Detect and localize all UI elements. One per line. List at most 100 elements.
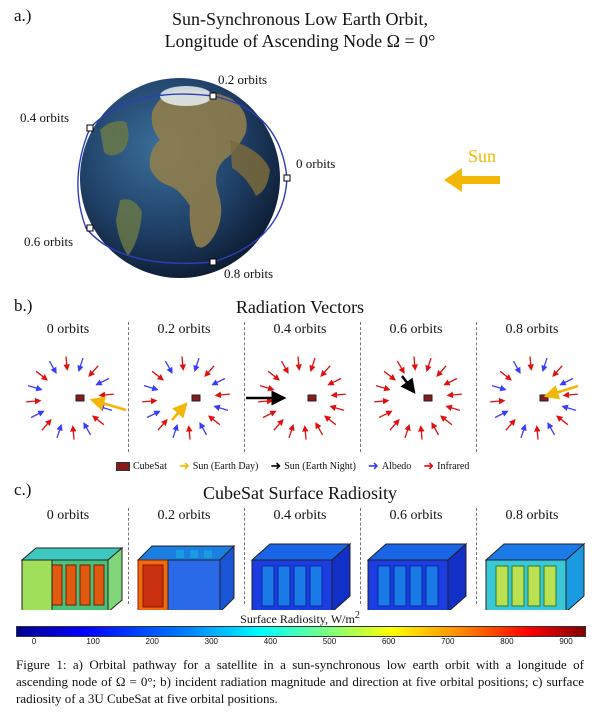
- infrared-vector: [556, 415, 569, 426]
- infrared-vector: [440, 415, 453, 426]
- infrared-vector: [425, 357, 432, 373]
- infrared-vector: [35, 370, 48, 381]
- panel-c-col-0: 0 orbits: [46, 508, 90, 523]
- arrow-right-icon: ➜: [178, 458, 190, 473]
- panel-a-label: a.): [14, 6, 32, 25]
- colorbar-tick-500: 500: [322, 637, 337, 646]
- colorbar-title-sup: 2: [354, 610, 360, 621]
- albedo-vector: [48, 360, 57, 374]
- infrared-vector: [259, 384, 275, 392]
- infrared-vector: [258, 397, 274, 405]
- infrared-vector: [330, 391, 346, 399]
- panel-b-divider-4: [476, 322, 477, 452]
- colorbar-tick-600: 600: [381, 637, 396, 646]
- infrared-vector: [92, 415, 105, 426]
- orbit-label-04: 0.4 orbits: [20, 110, 70, 125]
- radiation-vectors-plot: [26, 356, 579, 440]
- infrared-vector: [41, 418, 52, 431]
- colorbar-tick-900: 900: [559, 637, 573, 646]
- infrared-vector: [88, 365, 99, 378]
- infrared-vector: [431, 422, 440, 436]
- legend-sun-night-label: Sun (Earth Night): [284, 460, 356, 472]
- albedo-vector: [143, 384, 159, 392]
- infrared-vector: [327, 377, 342, 386]
- orbit-label-02: 0.2 orbits: [218, 72, 268, 87]
- colorbar-tick-800: 800: [500, 637, 514, 646]
- arabia-landmass: [230, 140, 270, 196]
- panel-c-col-1: 0.2 orbits: [157, 508, 211, 523]
- infrared-vector: [273, 418, 284, 431]
- colorbar-ticks: 0 100 200 300 400 500 600 700 800 900: [0, 637, 600, 649]
- albedo-vector: [56, 423, 63, 439]
- albedo-vector: [559, 377, 574, 386]
- panel-c-divider-1: [128, 508, 129, 604]
- colorbar-tick-700: 700: [441, 637, 455, 646]
- cubesat-render-1: [136, 544, 236, 610]
- cubesat-marker: [307, 394, 317, 402]
- earth-orbit-figure: [77, 78, 500, 278]
- sun-day-vector: [89, 396, 127, 412]
- panel-b-divider-1: [128, 322, 129, 452]
- infrared-vector: [562, 391, 578, 399]
- panel-c-col-4: 0.8 orbits: [505, 508, 559, 523]
- arrow-right-icon: ➜: [367, 458, 379, 473]
- albedo-vector: [77, 357, 84, 373]
- panel-c-title: CubeSat Surface Radiosity: [203, 483, 397, 503]
- panel-b-label: b.): [14, 296, 33, 315]
- orbit-marker-06: [86, 224, 94, 232]
- albedo-vector: [164, 360, 173, 374]
- infrared-vector: [186, 425, 193, 440]
- orbit-label-08: 0.8 orbits: [224, 266, 274, 281]
- infrared-vector: [446, 391, 462, 399]
- infrared-vector: [70, 425, 77, 440]
- infrared-vector: [324, 415, 337, 426]
- panel-b-col-2: 0.4 orbits: [273, 322, 327, 337]
- infrared-vector: [295, 356, 302, 371]
- cubesat-render-0: [20, 546, 124, 610]
- cubesat-marker: [75, 394, 85, 402]
- infrared-vector: [208, 415, 221, 426]
- panel-a-title-line2: Longitude of Ascending Node Ω = 0°: [164, 31, 436, 51]
- cubesat-marker: [191, 394, 201, 402]
- infrared-vector: [329, 404, 345, 412]
- cubesat-render-4: [484, 542, 586, 610]
- infrared-vector: [374, 397, 390, 405]
- legend-sun-day-label: Sun (Earth Day): [192, 460, 259, 472]
- sun-day-vector: [171, 402, 188, 421]
- albedo-vector: [491, 384, 507, 392]
- south-america-landmass: [116, 199, 142, 256]
- infrared-vector: [309, 357, 316, 373]
- africa-europe-landmass: [149, 90, 247, 248]
- infrared-vector: [436, 365, 447, 378]
- legend-infrared: ➜ Infrared: [423, 458, 469, 474]
- albedo-vector: [520, 423, 527, 439]
- infrared-vector: [383, 370, 396, 381]
- orbit-marker-02: [209, 92, 217, 100]
- sun-label: Sun: [468, 146, 497, 166]
- sun-day-vector: [543, 384, 579, 400]
- albedo-vector: [172, 423, 179, 439]
- orbit-marker-04: [86, 124, 94, 132]
- colorbar-tick-100: 100: [86, 637, 100, 646]
- cubesat-render-3: [366, 542, 468, 610]
- albedo-vector: [95, 377, 110, 386]
- cubesat-icon: [116, 461, 130, 471]
- albedo-vector: [30, 410, 45, 419]
- colorbar-tick-200: 200: [145, 637, 159, 646]
- panel-b-divider-2: [244, 322, 245, 452]
- panel-b-col-3: 0.6 orbits: [389, 322, 443, 337]
- panel-c-divider-2: [244, 508, 245, 604]
- panel-b-col-1: 0.2 orbits: [157, 322, 211, 337]
- albedo-vector: [199, 422, 208, 436]
- colorbar-tick-0: 0: [31, 637, 37, 646]
- albedo-vector: [561, 404, 577, 412]
- panel-c-col-3: 0.6 orbits: [389, 508, 443, 523]
- infrared-vector: [302, 425, 309, 440]
- panel-b-legend: CubeSat ➜ Sun (Earth Day) ➜ Sun (Earth N…: [116, 458, 469, 474]
- orbit-label-0: 0 orbits: [296, 156, 336, 171]
- albedo-vector: [146, 410, 161, 419]
- legend-sun-day: ➜ Sun (Earth Day): [179, 458, 258, 474]
- infrared-vector: [378, 410, 393, 419]
- infrared-vector: [157, 418, 168, 431]
- colorbar-title: Surface Radiosity, W/m2: [200, 610, 400, 627]
